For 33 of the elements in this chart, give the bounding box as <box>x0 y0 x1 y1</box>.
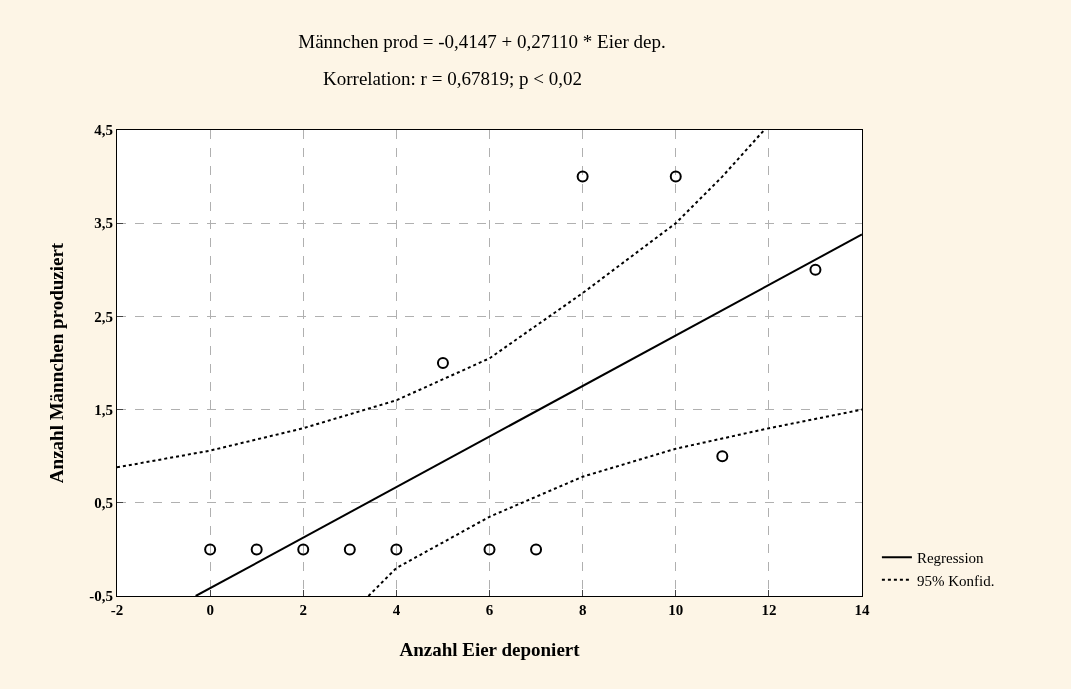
x-tick-label: 8 <box>578 602 587 618</box>
x-tick-label: 0 <box>206 602 214 618</box>
y-axis-title: Anzahl Männchen produziert <box>46 242 68 484</box>
point <box>343 543 356 556</box>
x-tick-label: 4 <box>392 602 401 618</box>
legend-label: 95% Konfid. <box>916 572 995 589</box>
legend-label: Regression <box>916 550 985 567</box>
y-tick-label: 0,5 <box>94 495 113 512</box>
point <box>436 357 449 369</box>
x-tick-label: 12 <box>761 602 777 618</box>
x-tick-label: 6 <box>485 602 494 618</box>
point <box>390 543 403 556</box>
point <box>297 543 310 556</box>
y-tick-label: 3,5 <box>94 215 113 232</box>
y-tick-label: -0,5 <box>89 588 113 605</box>
point <box>530 543 543 556</box>
point <box>250 543 263 556</box>
point <box>809 263 822 276</box>
x-tick-label: 10 <box>668 602 684 618</box>
y-tick-label: 1,5 <box>94 401 113 418</box>
point <box>669 170 682 183</box>
chart-subtitle: Korrelation: r = 0,67819; p < 0,02 <box>323 68 582 89</box>
y-tick-label: 4,5 <box>94 122 113 139</box>
x-tick-label: -2 <box>110 602 124 618</box>
point <box>204 543 217 556</box>
chart-title: Männchen prod = -0,4147 + 0,27110 * Eier dep. <box>298 30 666 52</box>
x-tick-label: 14 <box>854 602 870 618</box>
point <box>483 543 496 556</box>
x-tick-label: 2 <box>299 602 307 618</box>
x-axis-title: Anzahl Eier deponiert <box>399 638 581 660</box>
y-tick-label: 2,5 <box>94 308 113 325</box>
point <box>576 170 589 183</box>
point <box>716 450 729 463</box>
